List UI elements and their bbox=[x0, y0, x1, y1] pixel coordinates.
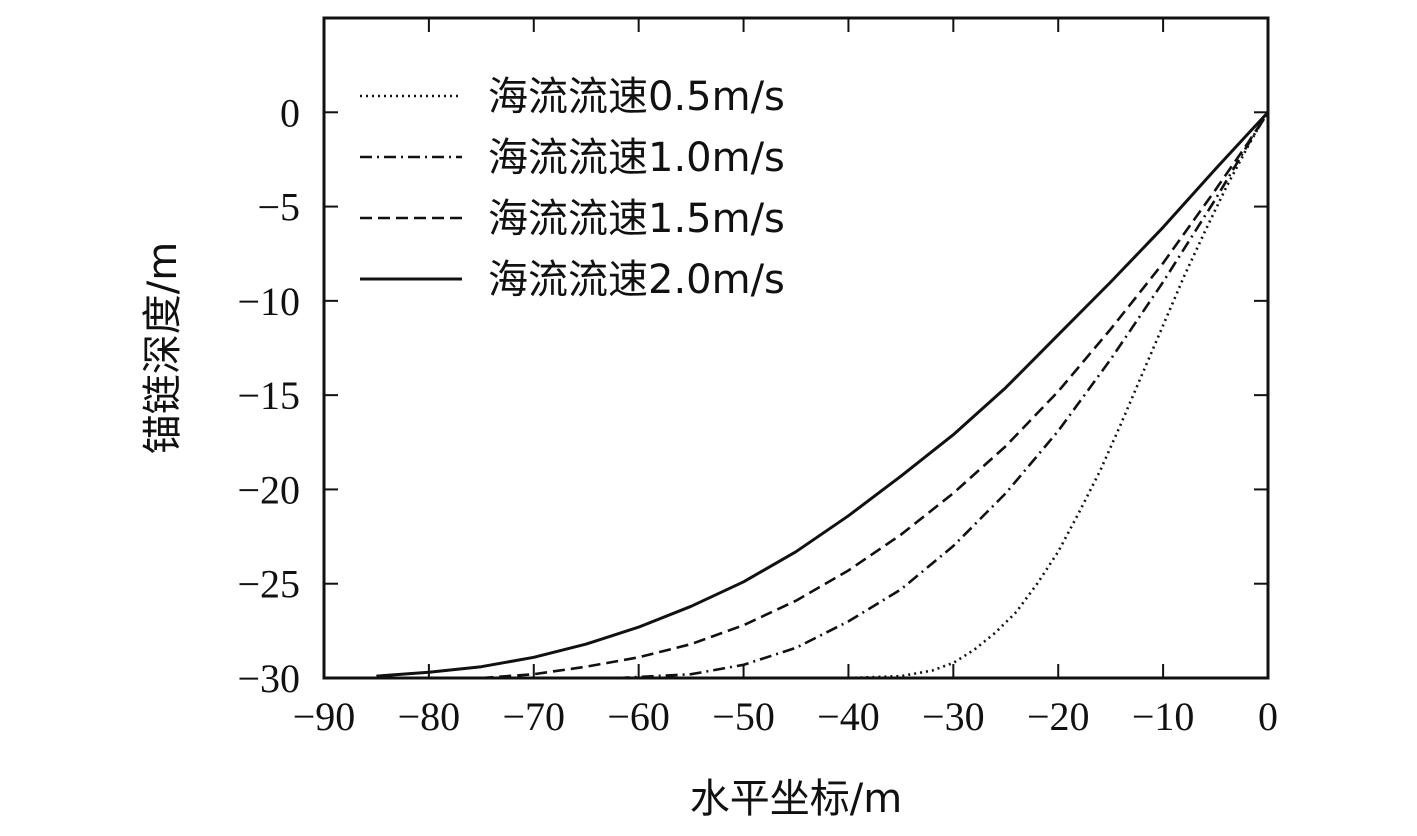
y-tick-label: −30 bbox=[237, 656, 300, 701]
x-tick-label: −20 bbox=[1027, 694, 1090, 739]
legend-label-4: 海流流速2.0m/s bbox=[488, 257, 785, 303]
x-tick-label: 0 bbox=[1258, 694, 1278, 739]
y-axis-title: 锚链深度/m bbox=[140, 242, 186, 454]
y-tick-label: −15 bbox=[237, 373, 300, 418]
series-line-4 bbox=[376, 111, 1270, 678]
x-tick-label: −90 bbox=[293, 694, 356, 739]
series-line-1 bbox=[848, 111, 1270, 680]
y-tick-label: −10 bbox=[237, 279, 300, 324]
x-tick-label: −80 bbox=[398, 694, 461, 739]
legend: 海流流速0.5m/s 海流流速1.0m/s 海流流速1.5m/s 海流流速2.0m/s bbox=[360, 74, 785, 303]
y-tick-label: 0 bbox=[280, 90, 300, 135]
y-tick-label: −25 bbox=[237, 562, 300, 607]
legend-label-3: 海流流速1.5m/s bbox=[488, 196, 785, 242]
y-tick-label: −5 bbox=[257, 185, 300, 230]
x-tick-label: −10 bbox=[1132, 694, 1195, 739]
x-axis-ticks: −90 −80 −70 −60 −50 −40 −30 −20 −10 0 bbox=[293, 18, 1278, 739]
series-layer bbox=[376, 111, 1270, 680]
legend-label-2: 海流流速1.0m/s bbox=[488, 135, 785, 181]
x-tick-label: −60 bbox=[607, 694, 670, 739]
x-tick-label: −70 bbox=[502, 694, 565, 739]
x-tick-label: −50 bbox=[712, 694, 775, 739]
x-axis-title: 水平坐标/m bbox=[690, 776, 902, 822]
series-line-3 bbox=[481, 111, 1270, 680]
y-tick-label: −20 bbox=[237, 467, 300, 512]
plot-frame bbox=[322, 16, 1270, 680]
x-tick-label: −40 bbox=[817, 694, 880, 739]
y-axis-ticks: 0 −5 −10 −15 −20 −25 −30 bbox=[237, 90, 1268, 701]
legend-label-1: 海流流速0.5m/s bbox=[488, 74, 785, 120]
x-tick-label: −30 bbox=[922, 694, 985, 739]
